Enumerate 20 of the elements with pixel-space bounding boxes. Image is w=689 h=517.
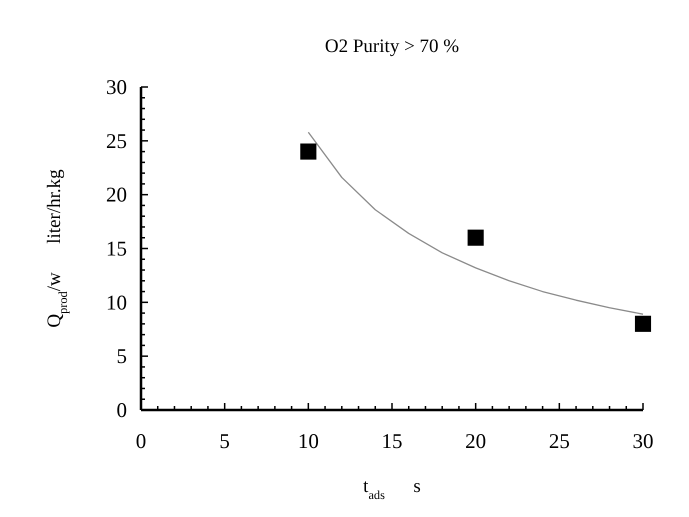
- y-tick-label: 5: [116, 344, 127, 368]
- x-tick-label: 25: [548, 429, 570, 453]
- y-tick-label: 30: [106, 75, 127, 99]
- x-tick-label: 20: [465, 429, 486, 453]
- x-tick-label: 10: [298, 429, 319, 453]
- y-tick-label: 10: [106, 290, 127, 314]
- point: [468, 230, 484, 246]
- text: t$_{ads}$ s: [363, 476, 421, 502]
- y-tick-label: 0: [116, 398, 127, 422]
- y-tick-label: 20: [106, 182, 127, 207]
- x-tick-label: 30: [632, 429, 654, 453]
- y-tick-label: 25: [106, 128, 127, 153]
- x-tick-label: 0: [136, 429, 146, 453]
- x-tick-label: 15: [382, 429, 402, 453]
- line-series: [308, 132, 644, 315]
- point: [300, 144, 316, 160]
- point: [634, 316, 652, 332]
- chart-title: O2 Purity > 70 %: [324, 36, 460, 57]
- x-tick-label: 5: [219, 429, 230, 453]
- y-tick-label: 15: [106, 236, 127, 260]
